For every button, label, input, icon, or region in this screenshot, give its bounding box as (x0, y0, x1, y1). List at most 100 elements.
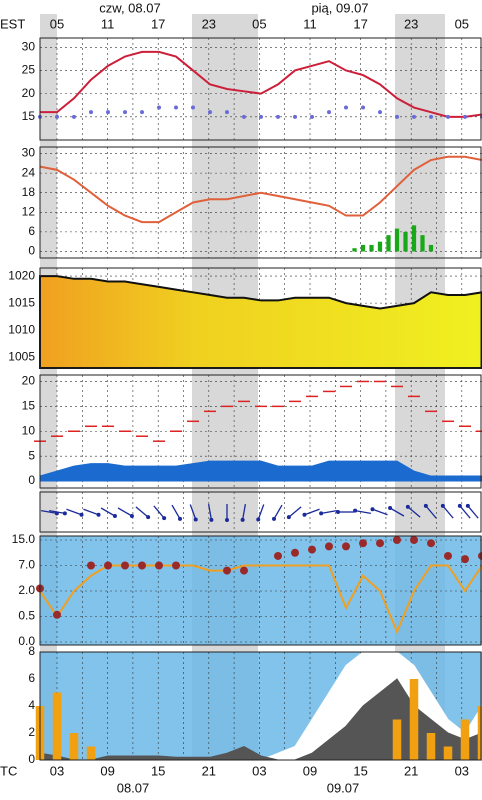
arrow-shaft (241, 504, 247, 520)
series-dot (412, 114, 416, 119)
wind-arrow (353, 508, 371, 515)
bottom-hour: 03 (455, 763, 469, 778)
panel-bg (40, 536, 482, 645)
series-dot (121, 561, 129, 570)
arrow-shaft (304, 508, 320, 516)
wind-arrow (171, 504, 182, 521)
series-dot (310, 114, 314, 119)
panel-frame (39, 267, 482, 369)
arrow-head (62, 511, 67, 516)
series-area (39, 460, 482, 482)
top-hour: 17 (151, 16, 165, 31)
series-bar (460, 719, 470, 760)
panel-frame (39, 651, 482, 761)
arrow-head (79, 512, 84, 517)
series-bar (420, 235, 425, 252)
series-dot (342, 542, 350, 551)
bottom-hour: 15 (151, 763, 165, 778)
bottom-date: 08.07 (117, 780, 150, 795)
series-dot (427, 539, 435, 548)
panel-frame (39, 491, 482, 533)
arrow-head (146, 515, 151, 520)
series-dot (123, 110, 127, 115)
series-dot (308, 545, 316, 554)
series-dot (376, 539, 384, 548)
series-bar (352, 248, 357, 252)
series-dot (359, 539, 367, 548)
arrow-shaft (273, 504, 283, 520)
arrow-shaft (153, 505, 165, 519)
wind-arrow (440, 503, 454, 519)
panel-frame (39, 535, 482, 646)
arrow-head (405, 504, 410, 509)
series-dot (410, 536, 418, 544)
arrow-shaft (135, 506, 149, 518)
series-dot (155, 561, 163, 570)
arrow-head (440, 503, 445, 508)
arrow-head (240, 517, 245, 522)
arrow-shaft (100, 507, 116, 517)
series-dot (72, 114, 76, 119)
arrow-shaft (257, 504, 265, 520)
arrow-head (256, 517, 261, 522)
series-bar (477, 706, 482, 760)
series-dot (361, 105, 365, 110)
wind-arrow (83, 508, 101, 517)
wind-arrow (256, 504, 265, 522)
arrow-head (96, 512, 101, 517)
series-dot (240, 566, 248, 575)
night-bands (40, 14, 445, 760)
top-zone: EST (0, 16, 25, 31)
series-dot (208, 110, 212, 115)
bottom-hour: 09 (303, 763, 317, 778)
series-bar (428, 244, 434, 252)
arrow-head (225, 518, 229, 522)
y-tick-label: 7.0 (18, 558, 35, 572)
wind-arrow (66, 508, 84, 517)
series-dot (429, 114, 433, 119)
series-area (39, 678, 482, 761)
arrow-shaft (49, 509, 65, 515)
arrow-head (423, 503, 428, 508)
top-date: pią, 09.07 (311, 0, 368, 15)
top-hour: 05 (455, 16, 469, 31)
series-dot (293, 114, 297, 119)
arrow-shaft (407, 506, 421, 518)
wind-arrow (49, 509, 67, 516)
arrow-head (209, 517, 214, 522)
top-hour: 23 (202, 16, 216, 31)
series-dot (140, 110, 144, 115)
wind-arrow (240, 504, 247, 522)
panel-frame (39, 146, 482, 259)
series-dot (106, 110, 110, 115)
series-bar (394, 228, 400, 252)
y-tick-label: 0.5 (18, 609, 35, 623)
wind-arrow (286, 506, 302, 520)
wind-arrow (189, 504, 198, 522)
y-tick-label: 0 (28, 244, 35, 258)
series-bar (52, 692, 62, 760)
y-tick-label: 5 (28, 448, 35, 462)
arrow-shaft (207, 504, 213, 520)
top-hour: 05 (252, 16, 266, 31)
series-dot (242, 114, 246, 119)
arrow-head (162, 516, 167, 521)
series-dot (55, 114, 59, 119)
series-bar (443, 746, 453, 760)
y-tick-label: 1015 (8, 295, 35, 309)
wind-arrow (272, 504, 283, 521)
wind-arrow (153, 505, 167, 521)
arrow-head (353, 508, 358, 513)
night-band (40, 14, 57, 760)
series-dot (259, 114, 263, 119)
arrow-head (465, 503, 470, 508)
wind-arrow (100, 507, 117, 518)
top-hour: 05 (50, 16, 64, 31)
bottom-hour: 15 (353, 763, 367, 778)
bottom-hour: 21 (404, 763, 418, 778)
y-tick-label: 15 (22, 399, 36, 413)
y-tick-label: 15 (22, 109, 36, 123)
series-dot (191, 105, 195, 110)
y-tick-label: 4 (28, 698, 35, 712)
arrow-head (457, 503, 462, 508)
